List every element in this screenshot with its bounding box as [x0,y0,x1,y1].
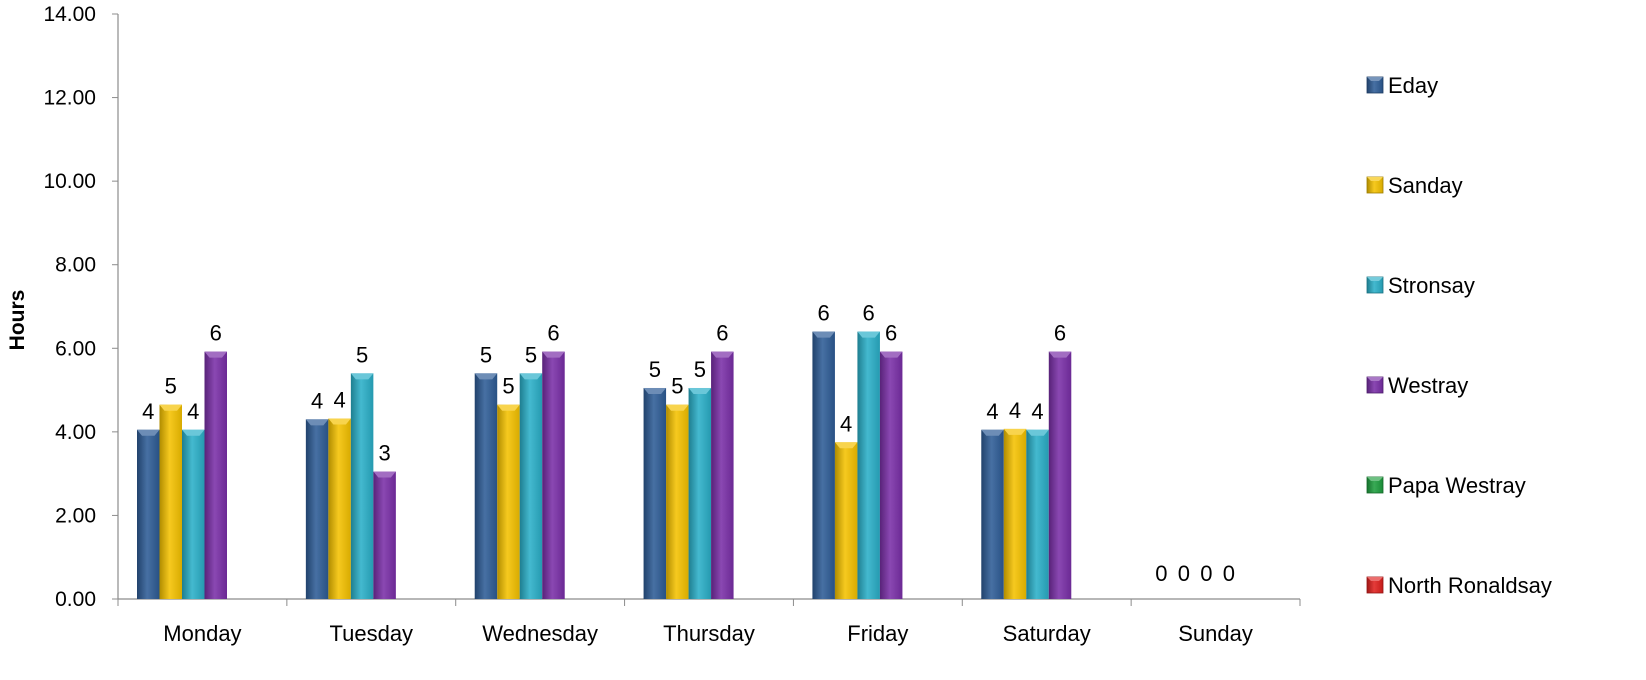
legend-item: North Ronaldsay [1366,573,1552,598]
data-label: 5 [480,342,492,367]
bar [159,404,182,599]
bar [519,373,543,599]
bar [305,419,329,599]
legend-item: Westray [1366,373,1468,398]
bar [688,387,712,599]
legend-label: Stronsay [1388,273,1475,298]
bar [643,387,667,599]
bar [328,418,351,599]
data-label: 6 [1054,321,1066,346]
y-tick-label: 8.00 [55,254,96,277]
data-label: 4 [986,399,998,424]
x-tick-label: Saturday [1003,621,1091,646]
data-label: 6 [716,321,728,346]
bar [812,331,835,599]
y-tick-label: 14.00 [43,3,96,26]
bars [137,331,1072,599]
bar [1003,428,1027,599]
bar [350,373,374,599]
data-label: 5 [165,374,177,399]
bar [182,429,205,599]
data-label: 0 [1223,561,1235,586]
bar [204,351,227,599]
legend-label: North Ronaldsay [1388,573,1552,598]
bar [474,373,498,599]
bar [542,351,565,599]
y-tick-label: 10.00 [43,170,96,193]
data-label: 0 [1178,561,1190,586]
x-tick-label: Monday [163,621,241,646]
data-label: 4 [142,399,154,424]
x-tick-label: Tuesday [329,621,413,646]
data-label: 5 [671,374,683,399]
legend-item: Papa Westray [1366,473,1526,498]
data-label: 6 [863,301,875,326]
bar [879,351,903,599]
bar [711,351,734,599]
x-tick-label: Wednesday [482,621,598,646]
data-label: 0 [1155,561,1167,586]
y-tick-label: 0.00 [55,588,96,611]
data-label: 5 [356,342,368,367]
y-axis-title: Hours [6,290,29,351]
legend-item: Stronsay [1366,273,1475,298]
bar [834,442,858,599]
legend-label: Westray [1388,373,1468,398]
data-label: 3 [378,441,390,466]
x-tick-label: Thursday [663,621,755,646]
data-label: 4 [187,399,199,424]
legend-label: Eday [1388,73,1438,98]
bar [857,331,880,599]
y-tick-label: 4.00 [55,421,96,444]
legend-item: Eday [1366,73,1438,98]
y-tick-label: 6.00 [55,337,96,360]
bar [981,429,1004,599]
bar [497,404,520,599]
data-label: 4 [311,388,323,413]
data-label: 4 [333,387,345,412]
bar [373,471,396,599]
bar [1026,429,1049,599]
legend-label: Papa Westray [1388,473,1526,498]
data-label: 5 [649,357,661,382]
x-tick-label: Friday [847,621,908,646]
legend-item: Sanday [1366,173,1463,198]
legend: Eday Sanday Stronsay Westray Papa Westray Nor… [1366,73,1552,598]
y-tick-label: 12.00 [43,87,96,110]
bar [137,429,160,599]
data-label: 4 [1031,399,1043,424]
data-label: 0 [1200,561,1212,586]
data-label: 6 [547,321,559,346]
data-label: 4 [840,411,852,436]
x-tick-label: Sunday [1178,621,1253,646]
data-label: 6 [818,301,830,326]
data-label: 5 [525,342,537,367]
data-label: 5 [694,357,706,382]
data-label: 5 [502,374,514,399]
bar [1048,351,1072,599]
bar [666,404,689,599]
data-label: 6 [885,321,897,346]
legend-label: Sanday [1388,173,1463,198]
data-label: 4 [1009,398,1021,423]
axes: 0.00 2.00 4.00 6.00 8.00 10.00 12.00 14.00 Monda… [43,3,1301,646]
data-label: 6 [210,321,222,346]
y-tick-label: 2.00 [55,504,96,527]
